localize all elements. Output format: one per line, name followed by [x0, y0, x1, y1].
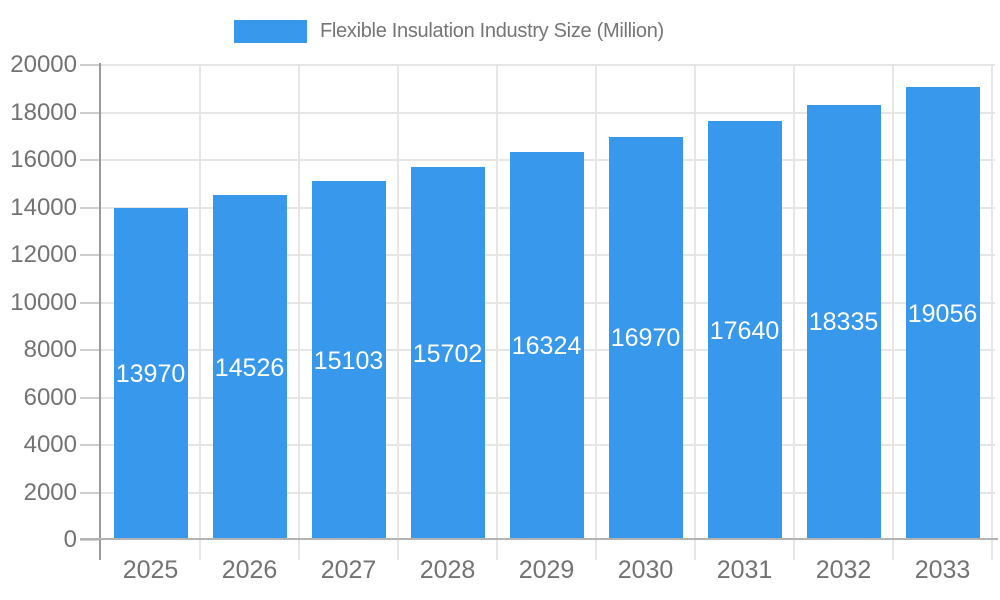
bar-2027: 15103	[311, 181, 386, 540]
y-axis-label: 8000	[23, 336, 77, 363]
bar-value-label: 19056	[907, 299, 978, 328]
chart-legend: Flexible Insulation Industry Size (Milli…	[234, 17, 664, 45]
bar-2031: 17640	[707, 121, 782, 540]
bar-2033: 19056	[905, 87, 980, 540]
legend-swatch	[234, 19, 307, 43]
grid-line-x	[694, 65, 696, 560]
bar-2028: 15702	[410, 167, 485, 540]
grid-line-x	[397, 65, 399, 560]
y-axis-tick	[80, 349, 101, 351]
y-axis-tick	[80, 111, 101, 114]
y-axis-tick	[80, 301, 101, 304]
y-axis-label: 12000	[10, 241, 77, 268]
x-axis-label: 2030	[617, 556, 674, 584]
grid-line-x	[793, 65, 795, 560]
grid-line-y	[101, 64, 995, 66]
bar-value-label: 17640	[709, 316, 780, 345]
y-axis-label: 6000	[23, 383, 77, 411]
y-axis-label: 14000	[10, 193, 77, 221]
y-axis-label: 18000	[10, 98, 77, 126]
y-axis-tick	[80, 254, 101, 256]
grid-line-x	[595, 65, 597, 560]
y-axis-label: 10000	[10, 288, 77, 316]
bar-value-label: 16324	[511, 332, 582, 361]
y-axis-label: 20000	[10, 51, 77, 78]
bar-value-label: 15702	[412, 339, 483, 368]
y-axis-tick	[80, 491, 101, 494]
bar-2026: 14526	[212, 195, 287, 540]
bar-value-label: 14526	[214, 353, 285, 382]
x-axis-label: 2028	[419, 556, 476, 584]
x-axis-label: 2026	[221, 556, 278, 584]
x-axis-label: 2031	[716, 556, 773, 584]
grid-line-x	[496, 65, 498, 560]
grid-line-x	[991, 65, 993, 560]
grid-line-x	[199, 65, 201, 560]
bar-2029: 16324	[509, 152, 584, 540]
x-axis-label: 2033	[914, 556, 971, 584]
x-axis-label: 2029	[518, 556, 575, 584]
x-axis-label: 2025	[122, 556, 179, 584]
y-axis-label: 2000	[23, 478, 77, 506]
x-axis-label: 2027	[320, 556, 377, 584]
y-axis-tick	[80, 159, 101, 161]
grid-line-x	[892, 65, 894, 560]
bar-value-label: 18335	[808, 308, 879, 337]
y-axis-tick	[80, 64, 101, 66]
x-axis-line	[80, 538, 998, 540]
bar-value-label: 13970	[115, 360, 186, 389]
y-axis-label: 16000	[10, 146, 77, 173]
bar-value-label: 15103	[313, 346, 384, 375]
bar-value-label: 16970	[610, 324, 681, 353]
bar-2025: 13970	[113, 208, 188, 540]
y-axis-label: 0	[63, 526, 77, 553]
grid-line-x	[298, 65, 300, 560]
y-axis-tick	[80, 444, 101, 446]
y-axis-tick	[80, 539, 101, 541]
bar-2032: 18335	[806, 104, 881, 540]
y-axis-label: 4000	[23, 431, 77, 458]
bar-2030: 16970	[608, 136, 683, 540]
y-axis-tick	[80, 206, 101, 209]
y-axis-line	[99, 63, 101, 560]
y-axis-tick	[80, 396, 101, 399]
grid-line-y	[101, 111, 995, 114]
x-axis-label: 2032	[815, 556, 872, 584]
legend-label: Flexible Insulation Industry Size (Milli…	[320, 19, 664, 42]
